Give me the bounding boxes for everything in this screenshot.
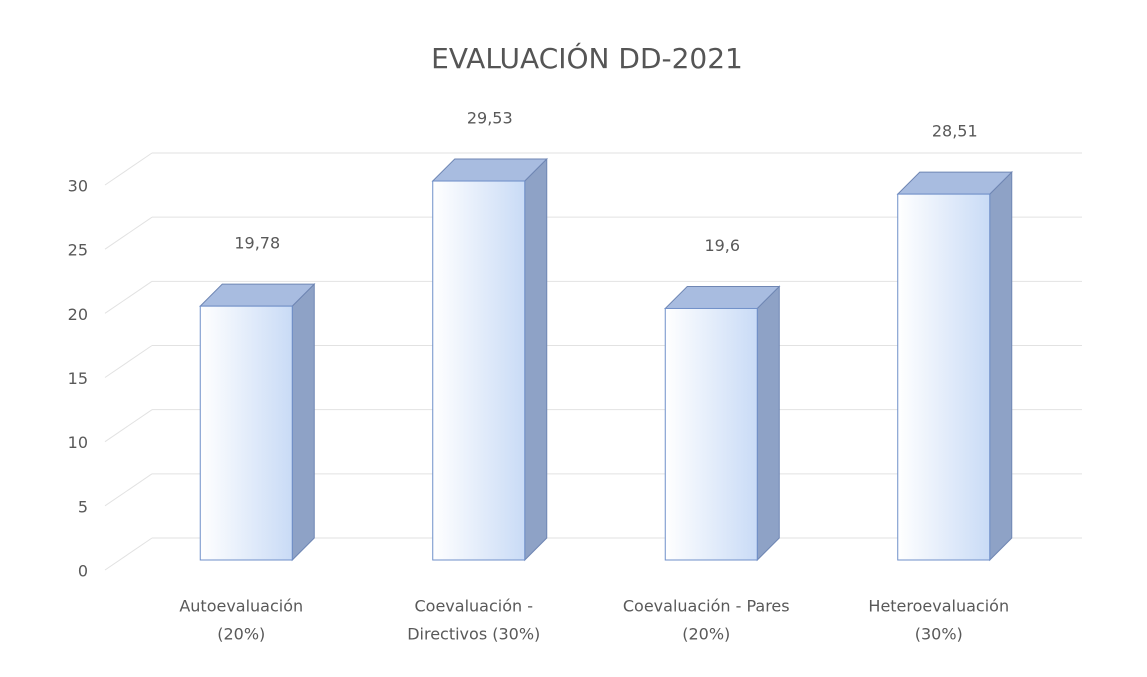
x-tick-label: (30%) [915, 625, 963, 644]
y-tick-label: 5 [78, 497, 88, 516]
y-tick-label: 0 [78, 562, 88, 581]
bar-front [664, 307, 758, 561]
grid-line [104, 152, 153, 186]
bar [664, 285, 781, 562]
bar-front [897, 193, 991, 561]
bar [896, 170, 1013, 562]
value-label: 19,78 [234, 234, 280, 253]
x-tick-label: Directivos (30%) [407, 625, 540, 644]
x-tick-label: (20%) [682, 625, 730, 644]
bar-front [432, 180, 526, 561]
x-tick-label: Coevaluación - Pares [623, 597, 790, 616]
y-tick-label: 20 [68, 305, 88, 324]
x-tick-label: Autoevaluación [179, 597, 303, 616]
value-label: 29,53 [467, 109, 513, 128]
value-label: 19,6 [704, 236, 740, 255]
chart-title: EVALUACIÓN DD-2021 [431, 41, 743, 75]
bar-side [291, 282, 315, 562]
grid-line [104, 216, 153, 250]
bar-side [756, 285, 780, 562]
y-tick-label: 10 [68, 433, 88, 452]
grid-line [104, 409, 153, 443]
bar-front [199, 305, 293, 561]
bar [431, 157, 548, 562]
bar-side [524, 157, 548, 562]
grid-line [104, 537, 153, 571]
grid-line [104, 473, 153, 507]
x-tick-label: Heteroevaluación [868, 597, 1009, 616]
y-tick-label: 15 [68, 369, 88, 388]
y-tick-label: 25 [68, 241, 88, 260]
x-tick-label: Coevaluación - [415, 597, 534, 616]
grid-line [104, 345, 153, 378]
bar [199, 282, 316, 562]
bar-side [989, 170, 1013, 562]
value-label: 28,51 [932, 122, 978, 141]
x-tick-label: (20%) [217, 625, 265, 644]
grid-line [104, 280, 153, 314]
y-tick-label: 30 [68, 177, 88, 196]
